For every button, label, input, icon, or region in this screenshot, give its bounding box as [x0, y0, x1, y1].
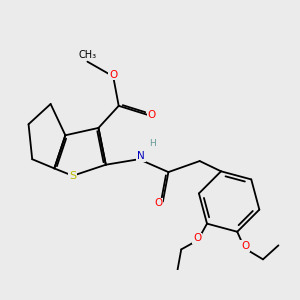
Text: CH₃: CH₃	[78, 50, 97, 60]
Text: S: S	[69, 171, 76, 181]
Text: N: N	[137, 151, 145, 161]
Text: O: O	[154, 198, 163, 208]
Text: O: O	[241, 241, 250, 251]
Text: O: O	[193, 233, 201, 243]
Text: H: H	[150, 139, 156, 148]
Text: O: O	[109, 70, 117, 80]
Text: O: O	[148, 110, 156, 120]
